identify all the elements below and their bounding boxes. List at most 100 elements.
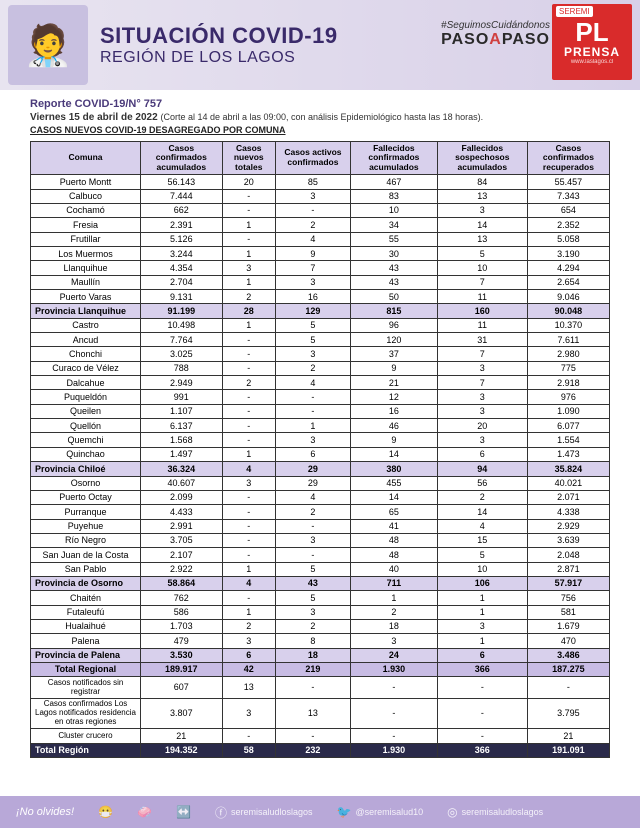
cell: 106 [437, 576, 527, 590]
row-name: Maullín [31, 275, 141, 289]
cell: 1 [222, 275, 275, 289]
cell: 9.046 [527, 290, 609, 304]
cell: 21 [527, 729, 609, 743]
cell: 37 [350, 347, 437, 361]
cell: 3 [437, 404, 527, 418]
cell: 65 [350, 505, 437, 519]
cell: 21 [350, 376, 437, 390]
table-row: Quinchao1.497161461.473 [31, 447, 610, 461]
table-body: Puerto Montt56.14320854678455.457Calbuco… [31, 175, 610, 758]
cell: 3 [437, 433, 527, 447]
cell: 581 [527, 605, 609, 619]
footer-tw-text: @seremisalud10 [355, 807, 423, 817]
row-name: Total Regional [31, 662, 141, 676]
row-name: Cochamó [31, 203, 141, 217]
cell: - [222, 390, 275, 404]
cell: 9 [350, 361, 437, 375]
row-name: Hualaihué [31, 619, 141, 633]
cell: 3 [437, 619, 527, 633]
cell: - [350, 677, 437, 699]
cell: 5.126 [141, 232, 223, 246]
footer-mask-icon: 😷 [98, 805, 113, 819]
cell: - [222, 232, 275, 246]
covid-table: ComunaCasos confirmados acumuladosCasos … [30, 141, 610, 758]
cell: 58 [222, 743, 275, 757]
cell: 3.705 [141, 533, 223, 547]
table-row: San Pablo2.9221540102.871 [31, 562, 610, 576]
row-name: Quellón [31, 419, 141, 433]
cell: 4 [437, 519, 527, 533]
cell: 607 [141, 677, 223, 699]
cell: 43 [275, 576, 350, 590]
cell: 13 [275, 698, 350, 728]
cell: 3 [222, 634, 275, 648]
col-header: Casos activos confirmados [275, 142, 350, 175]
cell: 30 [350, 247, 437, 261]
cell: 8 [275, 634, 350, 648]
cell: 1 [437, 634, 527, 648]
report-date-line: Viernes 15 de abril de 2022 (Corte al 14… [30, 112, 610, 123]
table-row: Puqueldón991--123976 [31, 390, 610, 404]
cell: 6.077 [527, 419, 609, 433]
table-row: Quemchi1.568-3931.554 [31, 433, 610, 447]
cell: 56.143 [141, 175, 223, 189]
cell: 41 [350, 519, 437, 533]
table-row: Chonchi3.025-33772.980 [31, 347, 610, 361]
cell: 55 [350, 232, 437, 246]
row-name: Provincia de Palena [31, 648, 141, 662]
cell: 4 [222, 462, 275, 476]
cell: 2.929 [527, 519, 609, 533]
table-row: Queilen1.107--1631.090 [31, 404, 610, 418]
cell: 10.498 [141, 318, 223, 332]
cell: 24 [350, 648, 437, 662]
table-row: Chaitén762-511756 [31, 591, 610, 605]
cell: 788 [141, 361, 223, 375]
cell: 11 [437, 290, 527, 304]
cell: 14 [437, 218, 527, 232]
cell: 756 [527, 591, 609, 605]
cell: 43 [350, 261, 437, 275]
cell: 1 [350, 591, 437, 605]
cell: 1 [222, 562, 275, 576]
cell: 9 [275, 247, 350, 261]
cell: 4.433 [141, 505, 223, 519]
table-row: Castro10.49815961110.370 [31, 318, 610, 332]
cell: 3.244 [141, 247, 223, 261]
cell: 2 [437, 490, 527, 504]
cell: 775 [527, 361, 609, 375]
row-name: Quinchao [31, 447, 141, 461]
cell: - [275, 519, 350, 533]
cell: 3.795 [527, 698, 609, 728]
cell: 160 [437, 304, 527, 318]
cell: 3 [275, 347, 350, 361]
cell: 3 [437, 390, 527, 404]
row-name: Purranque [31, 505, 141, 519]
cell: 6 [437, 648, 527, 662]
cell: 3 [350, 634, 437, 648]
cell: 36.324 [141, 462, 223, 476]
cell: 232 [275, 743, 350, 757]
cell: 3 [275, 605, 350, 619]
table-row: Casos confirmados Los Lagos notificados … [31, 698, 610, 728]
cell: 120 [350, 333, 437, 347]
cell: 13 [222, 677, 275, 699]
cell: 10 [437, 562, 527, 576]
row-name: Total Región [31, 743, 141, 757]
table-row: Maullín2.704134372.654 [31, 275, 610, 289]
footer-wash-icon: 🧼 [137, 805, 152, 819]
cell: 6.137 [141, 419, 223, 433]
cell: 4 [275, 376, 350, 390]
cell: 3.190 [527, 247, 609, 261]
cell: - [222, 533, 275, 547]
cell: - [222, 404, 275, 418]
cell: 1.554 [527, 433, 609, 447]
cell: 479 [141, 634, 223, 648]
row-name: Puerto Varas [31, 290, 141, 304]
report-number: Reporte COVID-19/N° 757 [30, 98, 610, 110]
cell: - [275, 677, 350, 699]
cell: 11 [437, 318, 527, 332]
footer-ig-text: seremisaludloslagos [462, 807, 544, 817]
footer-social-fb: ⓕseremisaludloslagos [215, 804, 313, 821]
cell: 815 [350, 304, 437, 318]
cell: 5 [437, 548, 527, 562]
